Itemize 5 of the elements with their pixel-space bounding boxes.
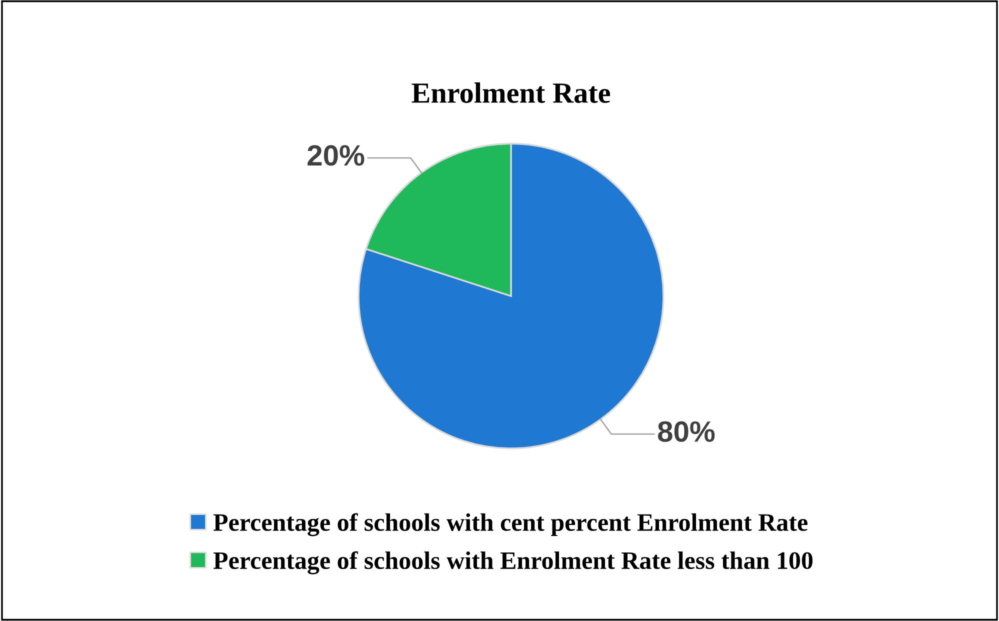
data-label: 20% (308, 145, 364, 166)
data-label: 80% (658, 421, 715, 442)
legend-label: Percentage of schools with cent percent Enrolment Rate (213, 513, 808, 536)
chart-title: Enrolment Rate (412, 82, 610, 103)
legend-label: Percentage of schools with Enrolment Rate less than 100 (213, 551, 813, 574)
